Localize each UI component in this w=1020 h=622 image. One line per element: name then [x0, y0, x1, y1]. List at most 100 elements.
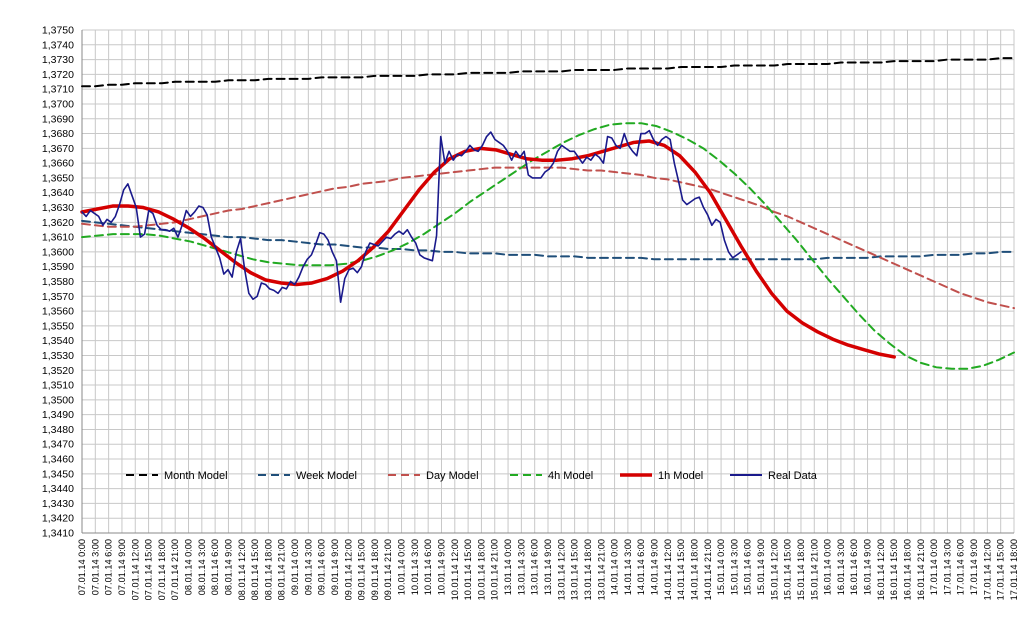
- y-tick-label: 1,3450: [42, 468, 74, 480]
- x-tick-label: 13.01.14 9:00: [543, 539, 553, 595]
- x-tick-label: 10.01.14 12:00: [450, 539, 460, 600]
- series-line-real-data: [81, 129, 742, 304]
- y-axis-tick-labels: 1,3410 1,3420 1,3430 1,3440 1,3450 1,3460 1,34…: [42, 25, 74, 540]
- x-tick-label: 15.01.14 21:00: [809, 539, 819, 600]
- x-tick-label: 16.01.14 9:00: [863, 539, 873, 595]
- x-tick-label: 16.01.14 3:00: [836, 539, 846, 595]
- y-tick-label: 1,3750: [42, 25, 74, 37]
- x-tick-label: 13.01.14 6:00: [530, 539, 540, 595]
- series-line-week-model: [81, 219, 1015, 261]
- x-tick-label: 16.01.14 0:00: [823, 539, 833, 595]
- x-tick-label: 10.01.14 0:00: [397, 539, 407, 595]
- y-tick-label: 1,3680: [42, 128, 74, 140]
- x-tick-label: 14.01.14 21:00: [703, 539, 713, 600]
- x-tick-label: 10.01.14 21:00: [490, 539, 500, 600]
- x-tick-label: 08.01.14 9:00: [223, 539, 233, 595]
- x-tick-label: 15.01.14 9:00: [756, 539, 766, 595]
- x-tick-label: 15.01.14 18:00: [796, 539, 806, 600]
- x-tick-label: 10.01.14 6:00: [423, 539, 433, 595]
- y-tick-label: 1,3560: [42, 306, 74, 318]
- x-tick-label: 08.01.14 12:00: [237, 539, 247, 600]
- y-tick-label: 1,3500: [42, 394, 74, 406]
- y-tick-label: 1,3480: [42, 424, 74, 436]
- legend-item: Month Model: [126, 470, 228, 482]
- x-axis-tick-labels: 07.01.14 0:00 07.01.14 3:00 07.01.14 6:00 0…: [77, 539, 1019, 600]
- series-line-month-model: [81, 57, 1015, 88]
- y-tick-label: 1,3690: [42, 113, 74, 125]
- y-tick-label: 1,3720: [42, 69, 74, 81]
- x-tick-label: 13.01.14 3:00: [516, 539, 526, 595]
- legend: Month Model Week Model Day Model 4h Model 1h…: [126, 470, 818, 482]
- x-tick-label: 13.01.14 12:00: [556, 539, 566, 600]
- legend-item: 1h Model: [620, 470, 703, 482]
- x-tick-label: 14.01.14 0:00: [610, 539, 620, 595]
- x-tick-label: 08.01.14 15:00: [250, 539, 260, 600]
- x-tick-label: 14.01.14 18:00: [689, 539, 699, 600]
- x-tick-label: 08.01.14 6:00: [210, 539, 220, 595]
- x-tick-label: 08.01.14 0:00: [184, 539, 194, 595]
- legend-label: Real Data: [768, 470, 818, 482]
- x-tick-label: 16.01.14 6:00: [849, 539, 859, 595]
- x-tick-label: 14.01.14 9:00: [650, 539, 660, 595]
- x-tick-label: 16.01.14 12:00: [876, 539, 886, 600]
- x-tick-label: 17.01.14 6:00: [956, 539, 966, 595]
- x-tick-label: 13.01.14 0:00: [503, 539, 513, 595]
- x-tick-label: 14.01.14 15:00: [676, 539, 686, 600]
- legend-label: Day Model: [426, 470, 479, 482]
- y-tick-label: 1,3600: [42, 246, 74, 258]
- y-tick-label: 1,3550: [42, 320, 74, 332]
- x-tick-label: 15.01.14 6:00: [743, 539, 753, 595]
- y-tick-label: 1,3590: [42, 261, 74, 273]
- x-tick-label: 17.01.14 12:00: [982, 539, 992, 600]
- x-tick-label: 08.01.14 21:00: [277, 539, 287, 600]
- x-tick-label: 17.01.14 0:00: [929, 539, 939, 595]
- legend-label: Week Model: [296, 470, 357, 482]
- x-tick-label: 13.01.14 15:00: [570, 539, 580, 600]
- y-tick-label: 1,3730: [42, 54, 74, 66]
- y-tick-label: 1,3580: [42, 276, 74, 288]
- y-tick-label: 1,3650: [42, 172, 74, 184]
- x-tick-label: 09.01.14 18:00: [370, 539, 380, 600]
- x-tick-label: 07.01.14 18:00: [157, 539, 167, 600]
- y-tick-label: 1,3660: [42, 158, 74, 170]
- x-tick-label: 07.01.14 15:00: [144, 539, 154, 600]
- y-tick-label: 1,3620: [42, 217, 74, 229]
- x-tick-label: 16.01.14 18:00: [902, 539, 912, 600]
- y-tick-label: 1,3630: [42, 202, 74, 214]
- x-tick-label: 15.01.14 0:00: [716, 539, 726, 595]
- x-tick-label: 15.01.14 15:00: [783, 539, 793, 600]
- y-tick-label: 1,3430: [42, 498, 74, 510]
- x-tick-label: 13.01.14 21:00: [596, 539, 606, 600]
- y-tick-label: 1,3530: [42, 350, 74, 362]
- y-tick-label: 1,3420: [42, 513, 74, 525]
- x-tick-label: 10.01.14 15:00: [463, 539, 473, 600]
- y-tick-label: 1,3740: [42, 39, 74, 51]
- x-tick-label: 09.01.14 21:00: [383, 539, 393, 600]
- legend-item: 4h Model: [510, 470, 593, 482]
- x-tick-label: 08.01.14 3:00: [197, 539, 207, 595]
- y-tick-label: 1,3670: [42, 143, 74, 155]
- y-tick-label: 1,3540: [42, 335, 74, 347]
- x-tick-label: 10.01.14 3:00: [410, 539, 420, 595]
- x-tick-label: 15.01.14 12:00: [769, 539, 779, 600]
- y-tick-label: 1,3440: [42, 483, 74, 495]
- x-tick-label: 17.01.14 15:00: [996, 539, 1006, 600]
- x-tick-label: 16.01.14 15:00: [889, 539, 899, 600]
- x-tick-label: 15.01.14 3:00: [729, 539, 739, 595]
- y-tick-label: 1,3610: [42, 232, 74, 244]
- x-tick-label: 14.01.14 12:00: [663, 539, 673, 600]
- x-tick-label: 07.01.14 9:00: [117, 539, 127, 595]
- y-tick-label: 1,3490: [42, 409, 74, 421]
- legend-label: 1h Model: [658, 470, 703, 482]
- legend-item: Week Model: [258, 470, 357, 482]
- x-tick-label: 07.01.14 6:00: [104, 539, 114, 595]
- x-tick-label: 10.01.14 18:00: [476, 539, 486, 600]
- y-tick-label: 1,3710: [42, 84, 74, 96]
- y-tick-label: 1,3470: [42, 439, 74, 451]
- x-tick-label: 13.01.14 18:00: [583, 539, 593, 600]
- x-tick-label: 17.01.14 18:00: [1009, 539, 1019, 600]
- x-tick-label: 09.01.14 15:00: [357, 539, 367, 600]
- x-tick-label: 07.01.14 12:00: [130, 539, 140, 600]
- x-tick-label: 10.01.14 9:00: [436, 539, 446, 595]
